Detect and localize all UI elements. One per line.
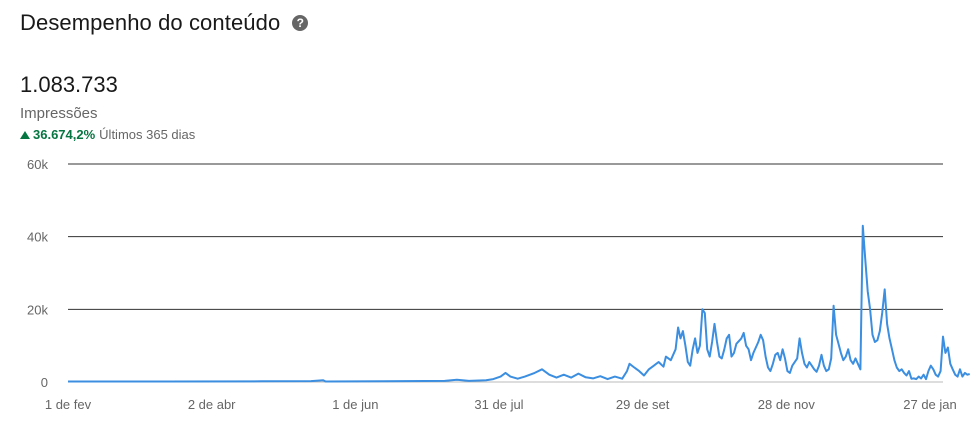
x-tick-label: 31 de jul [474,397,523,412]
impressions-line-chart: 0 20k 40k 60k 1 de fev 2 de abr 1 de jun 31 de … [27,157,970,412]
x-tick-label: 29 de set [616,397,670,412]
change-row: 36.674,2% Últimos 365 dias [20,127,195,142]
change-percentage: 36.674,2% [33,127,96,142]
x-tick-label: 2 de abr [188,397,236,412]
y-tick-label: 60k [27,157,48,172]
series-line-impressions[interactable] [68,224,970,383]
section-title: Desempenho do conteúdo [20,10,281,35]
impressions-label: Impressões [20,105,98,122]
triangle-up-icon [20,130,30,139]
y-tick-label: 40k [27,230,48,245]
y-tick-label: 0 [41,375,48,390]
x-tick-label: 1 de jun [332,397,378,412]
x-tick-label: 1 de fev [45,397,92,412]
y-tick-label: 20k [27,302,48,317]
x-tick-label: 27 de jan [903,397,957,412]
section-header: Desempenho do conteúdo ? [20,10,309,36]
question-circle-icon[interactable]: ? [292,15,309,31]
change-period: Últimos 365 dias [99,127,196,142]
impressions-total: 1.083.733 [20,72,118,97]
x-tick-label: 28 de nov [758,397,816,412]
